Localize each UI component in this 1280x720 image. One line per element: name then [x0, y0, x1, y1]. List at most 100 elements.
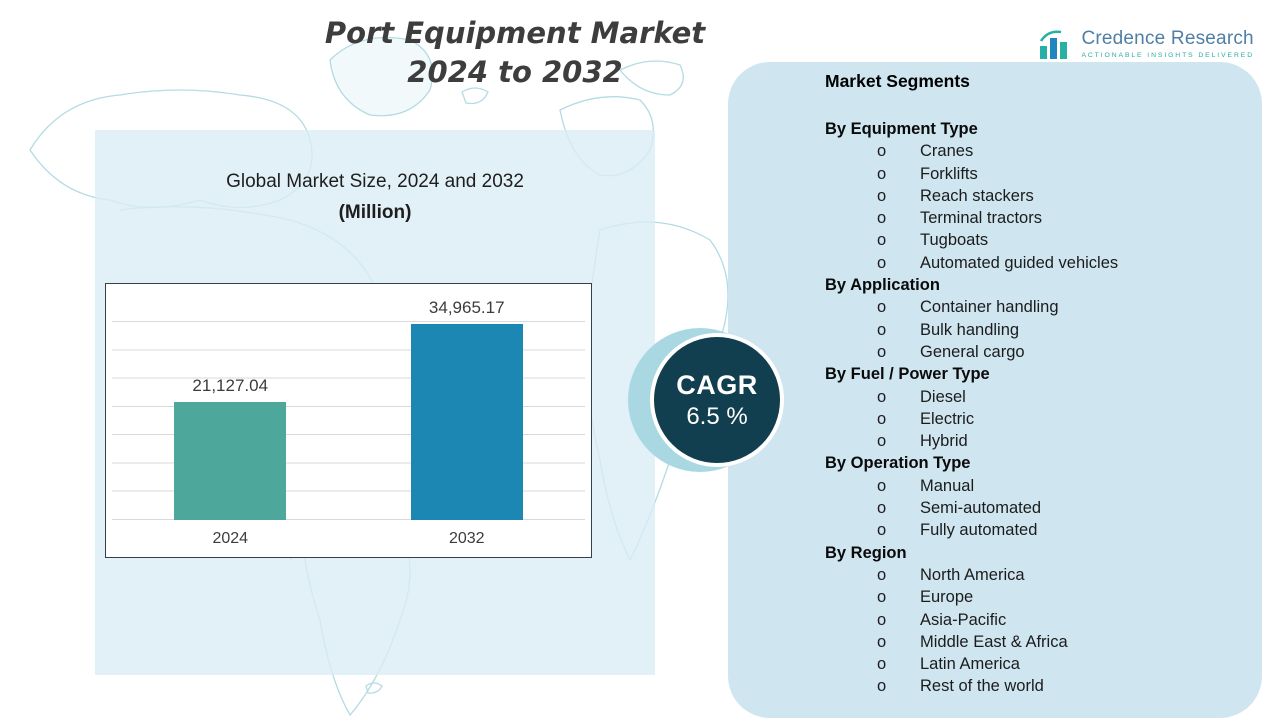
bullet-icon: o — [877, 387, 887, 406]
axis-tick-label: 2032 — [448, 530, 485, 547]
market-size-panel: Global Market Size, 2024 and 2032 (Milli… — [95, 130, 655, 675]
segment-item-label: Europe — [920, 588, 974, 607]
segment-group-heading: By Operation Type — [825, 454, 971, 473]
segment-item: o Europe — [728, 586, 1262, 608]
bullet-icon: o — [877, 677, 887, 696]
bullet-icon: o — [877, 409, 887, 428]
segment-item: o Bulk handling — [728, 319, 1262, 341]
segment-item-label: Fully automated — [920, 521, 1038, 540]
bullet-icon: o — [877, 209, 887, 228]
axis-tick-label: 2024 — [212, 530, 249, 547]
bullet-icon: o — [877, 320, 887, 339]
segment-item: o Tugboats — [728, 229, 1262, 251]
bullet-icon: o — [877, 499, 887, 518]
bullet-icon: o — [877, 142, 887, 161]
segment-item-label: Latin America — [920, 655, 1020, 674]
segment-item-label: Semi-automated — [920, 499, 1042, 518]
bullet-icon: o — [877, 298, 887, 317]
segment-item-label: Diesel — [920, 387, 966, 406]
page-title-line1: Port Equipment Market — [324, 16, 706, 50]
logo: Credence Research Actionable Insights De… — [1037, 28, 1254, 64]
logo-tagline: Actionable Insights Delivered — [1081, 52, 1254, 59]
segment-item-label: Automated guided vehicles — [920, 253, 1119, 272]
segment-item: o Rest of the world — [728, 675, 1262, 697]
bar-value-label: 21,127.04 — [192, 376, 269, 395]
bullet-icon: o — [877, 632, 887, 651]
segment-item: o Hybrid — [728, 430, 1262, 452]
segment-item: o Asia-Pacific — [728, 609, 1262, 631]
segment-item: o Semi-automated — [728, 497, 1262, 519]
segment-group-heading: By Equipment Type — [825, 120, 978, 138]
segment-item-label: Rest of the world — [920, 677, 1044, 696]
bullet-icon: o — [877, 655, 887, 674]
market-segments-panel: Market Segments By Equipment Type o Cranes… — [728, 62, 1262, 718]
segment-item: o Terminal tractors — [728, 207, 1262, 229]
segment-item: o Diesel — [728, 386, 1262, 408]
bullet-icon: o — [877, 186, 887, 205]
segment-item: o Middle East & Africa — [728, 631, 1262, 653]
segment-item: o Fully automated — [728, 519, 1262, 541]
segment-item-label: Reach stackers — [920, 186, 1034, 205]
chart-subtitle-line2: (Million) — [338, 202, 412, 223]
segment-item-label: Hybrid — [920, 432, 968, 451]
segment-item-label: Terminal tractors — [920, 209, 1042, 228]
segment-item-label: North America — [920, 565, 1025, 584]
segment-item: o Container handling — [728, 296, 1262, 318]
bullet-icon: o — [877, 253, 887, 272]
segment-item-label: Cranes — [920, 142, 974, 161]
segment-item: o General cargo — [728, 341, 1262, 363]
cagr-label: CAGR — [676, 369, 758, 400]
map-iceland — [461, 87, 489, 105]
bullet-icon: o — [877, 610, 887, 629]
bar-chart-logo-icon — [1040, 30, 1068, 59]
segment-item-label: Electric — [920, 409, 975, 428]
chart-bars: 21,127.04 34,965.17 — [112, 284, 585, 520]
segment-group-heading: By Region — [825, 543, 907, 562]
segment-item: o Cranes — [728, 140, 1262, 162]
segments-list: By Equipment Type o Cranes o Forklifts o Reach… — [728, 118, 1262, 698]
page-title-line2: 2024 to 2032 — [407, 55, 623, 89]
cagr-badge: CAGR 6.5 % — [650, 333, 784, 467]
segment-item: o Forklifts — [728, 163, 1262, 185]
map-island — [365, 682, 383, 694]
bullet-icon: o — [877, 588, 887, 607]
segment-group-heading: By Application — [825, 276, 940, 295]
segment-item: o North America — [728, 564, 1262, 586]
bar-value-label: 34,965.17 — [428, 298, 505, 317]
bullet-icon: o — [877, 565, 887, 584]
segment-item: o Reach stackers — [728, 185, 1262, 207]
bullet-icon: o — [877, 164, 887, 183]
segments-title: Market Segments — [825, 71, 970, 91]
bullet-icon: o — [877, 231, 887, 250]
logo-text: Credence Research Actionable Insights De… — [1081, 28, 1254, 59]
segment-item: o Latin America — [728, 653, 1262, 675]
segment-item-label: Container handling — [920, 298, 1059, 317]
segment-item: o Electric — [728, 408, 1262, 430]
segment-item: o Automated guided vehicles — [728, 252, 1262, 274]
bar-column: 21,127.04 — [174, 376, 287, 520]
segment-item-label: Forklifts — [920, 164, 978, 183]
segment-item-label: Middle East & Africa — [920, 632, 1068, 651]
segment-item-label: Tugboats — [920, 231, 989, 250]
bar — [174, 402, 287, 520]
segment-item-label: General cargo — [920, 342, 1025, 361]
bullet-icon: o — [877, 432, 887, 451]
bar-column: 34,965.17 — [410, 298, 523, 520]
segment-item-label: Asia-Pacific — [920, 610, 1007, 629]
segment-item-label: Bulk handling — [920, 320, 1020, 339]
bullet-icon: o — [877, 476, 887, 495]
chart-subtitle: Global Market Size, 2024 and 2032 (Milli… — [95, 166, 655, 228]
bar — [410, 324, 523, 520]
bullet-icon: o — [877, 521, 887, 540]
bullet-icon: o — [877, 342, 887, 361]
page-title: Port Equipment Market 2024 to 2032 — [268, 14, 762, 92]
map-greenland — [329, 36, 434, 117]
map-scandinavia — [618, 60, 684, 96]
chart-subtitle-line1: Global Market Size, 2024 and 2032 — [226, 171, 524, 192]
segment-item: o Manual — [728, 475, 1262, 497]
chart-x-axis: 2024 2032 — [112, 530, 585, 548]
bar-chart: 21,127.04 34,965.17 2024 2032 — [105, 283, 592, 558]
segment-group-heading: By Fuel / Power Type — [825, 365, 990, 384]
logo-name: Credence Research — [1081, 28, 1254, 49]
